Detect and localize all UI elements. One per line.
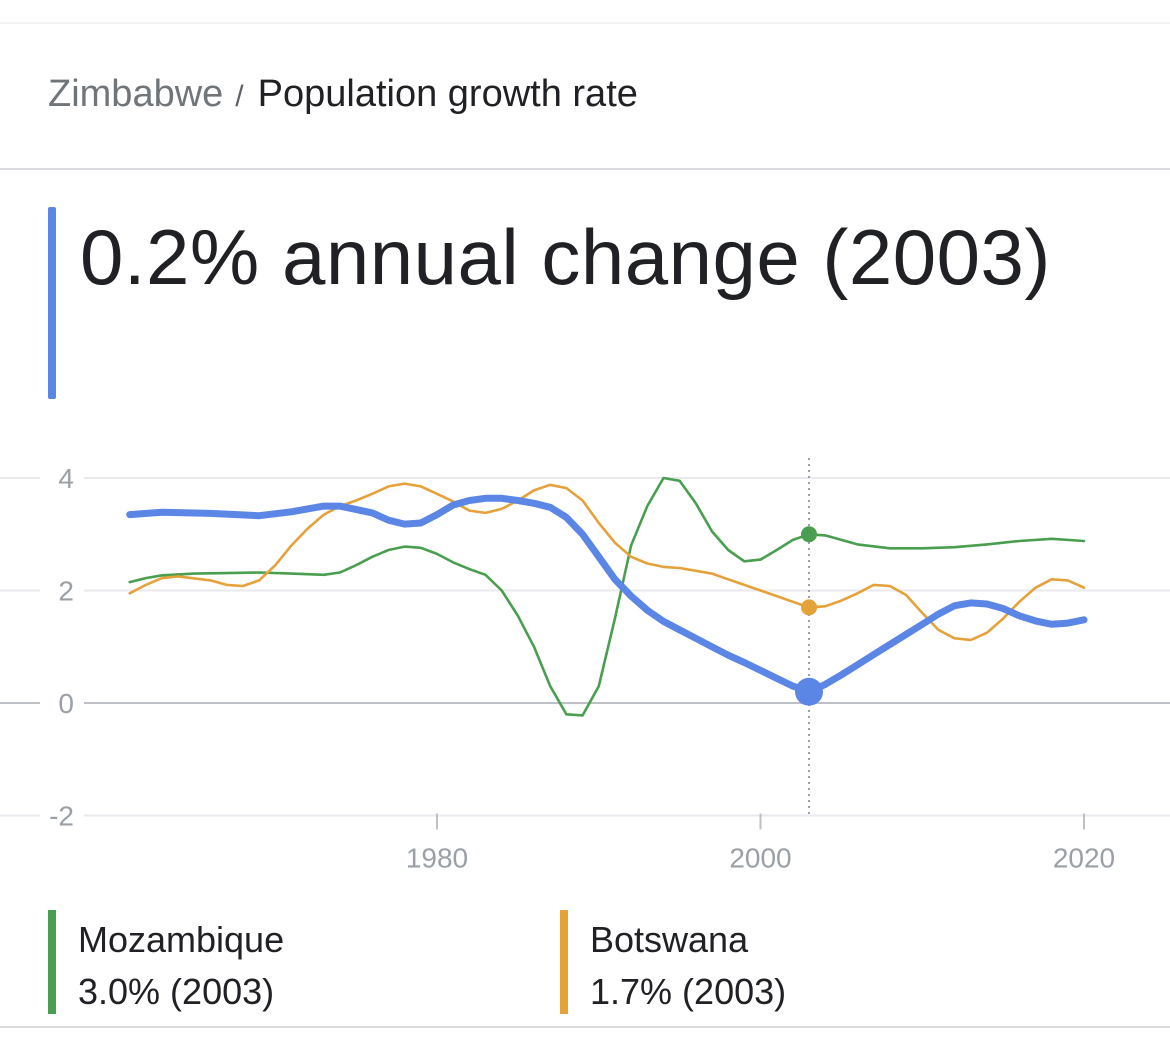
x-tick-label: 1980 xyxy=(406,843,468,874)
growth-rate-chart[interactable]: 4 2 0 -2 1980 2000 2020 xyxy=(0,440,1170,900)
y-tick-label: -2 xyxy=(49,801,74,832)
legend-name: Botswana xyxy=(590,919,749,960)
data-point-zimbabwe[interactable] xyxy=(795,677,824,706)
breadcrumb-separator: / xyxy=(235,80,244,113)
headline-accent-bar xyxy=(48,207,56,399)
legend-name: Mozambique xyxy=(78,919,285,960)
y-tick-label: 4 xyxy=(58,463,74,494)
y-tick-label: 0 xyxy=(58,688,74,719)
breadcrumb-country-link[interactable]: Zimbabwe xyxy=(48,73,224,115)
breadcrumb-topic: Population growth rate xyxy=(257,73,638,115)
section-divider xyxy=(0,168,1170,170)
legend-item-mozambique[interactable]: Mozambique 3.0% (2003) xyxy=(48,910,528,1014)
data-point-mozambique[interactable] xyxy=(801,526,818,543)
series-line-mozambique xyxy=(128,476,1086,717)
y-tick-label-bg xyxy=(40,462,84,494)
bottom-divider xyxy=(0,1026,1170,1028)
y-tick-label: 2 xyxy=(58,576,74,607)
top-divider xyxy=(0,0,1170,24)
legend-color-bar xyxy=(48,910,56,1014)
y-tick-label-bg xyxy=(40,687,84,719)
legend-value: 3.0% (2003) xyxy=(78,971,275,1012)
legend-item-botswana[interactable]: Botswana 1.7% (2003) xyxy=(560,910,1040,1014)
y-tick-label-bg xyxy=(40,799,84,832)
data-point-botswana[interactable] xyxy=(801,599,818,616)
legend-value: 1.7% (2003) xyxy=(590,971,787,1012)
x-tick-label: 2000 xyxy=(729,843,791,874)
legend-color-bar xyxy=(560,910,568,1014)
breadcrumb: Zimbabwe / Population growth rate xyxy=(48,70,638,121)
x-tick-label: 2020 xyxy=(1053,843,1115,874)
series-line-zimbabwe xyxy=(126,494,1088,696)
headline-value: 0.2% annual change (2003) xyxy=(80,213,1051,301)
y-tick-label-bg xyxy=(40,574,84,607)
